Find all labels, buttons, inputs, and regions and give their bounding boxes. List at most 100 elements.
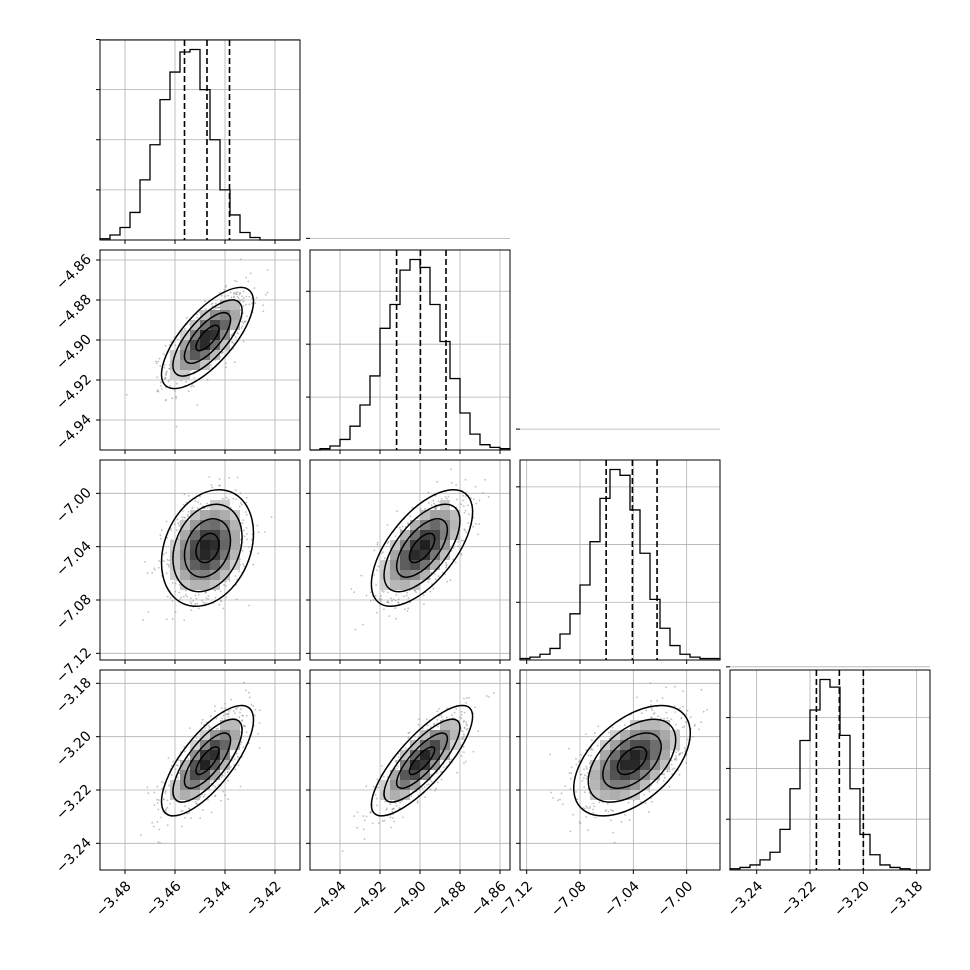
- scatter-point: [238, 570, 241, 573]
- scatter-point: [239, 785, 242, 788]
- scatter-point: [242, 340, 245, 343]
- scatter-point: [208, 506, 211, 508]
- scatter-point: [387, 601, 389, 604]
- scatter-point: [187, 510, 190, 513]
- scatter-point: [668, 785, 671, 788]
- scatter-point: [680, 717, 682, 720]
- density-cell: [220, 320, 230, 330]
- scatter-point: [220, 294, 223, 297]
- panel-content: [100, 670, 300, 870]
- scatter-point: [159, 841, 161, 844]
- scatter-point: [225, 284, 228, 287]
- scatter-point: [264, 531, 266, 533]
- scatter-point: [405, 594, 408, 597]
- scatter-point: [463, 762, 465, 765]
- scatter-point: [372, 599, 375, 601]
- density-cell: [450, 510, 460, 520]
- scatter-point: [245, 689, 247, 692]
- density-cell: [390, 790, 400, 800]
- scatter-point: [254, 708, 257, 711]
- scatter-point: [689, 716, 692, 719]
- scatter-point: [224, 366, 227, 369]
- scatter-point: [241, 320, 244, 323]
- scatter-point: [266, 291, 269, 294]
- density-cell: [640, 780, 650, 790]
- density-cell: [440, 730, 450, 740]
- scatter-point: [218, 306, 221, 309]
- scatter-point: [450, 468, 452, 471]
- scatter-point: [395, 593, 398, 596]
- scatter-point: [395, 804, 398, 807]
- scatter-point: [235, 752, 238, 755]
- scatter-point: [228, 476, 231, 479]
- scatter-panel-3-1: [306, 669, 511, 874]
- scatter-point: [180, 810, 183, 813]
- scatter-point: [245, 295, 248, 298]
- scatter-point: [218, 603, 221, 606]
- scatter-point: [211, 486, 214, 489]
- scatter-point: [678, 773, 681, 776]
- scatter-point: [677, 749, 680, 752]
- scatter-point: [210, 715, 212, 718]
- scatter-point: [185, 589, 188, 592]
- scatter-point: [392, 817, 394, 819]
- scatter-point: [215, 717, 218, 720]
- scatter-point: [684, 747, 686, 749]
- scatter-point: [224, 794, 226, 797]
- scatter-point: [467, 513, 470, 516]
- scatter-point: [195, 597, 198, 600]
- density-cell: [180, 530, 190, 540]
- scatter-point: [171, 397, 174, 400]
- density-cell: [650, 770, 660, 780]
- scatter-point: [169, 802, 171, 805]
- scatter-point: [233, 758, 236, 760]
- scatter-point: [702, 710, 705, 713]
- density-cell: [430, 740, 440, 750]
- scatter-point: [373, 549, 376, 552]
- scatter-point: [176, 518, 179, 521]
- density-cell: [660, 760, 670, 770]
- scatter-panel-1-0: [96, 249, 301, 454]
- scatter-point: [461, 738, 463, 740]
- x-tick-label: −4.90: [388, 878, 430, 920]
- scatter-point: [383, 819, 386, 822]
- density-cell: [640, 760, 650, 770]
- density-cell: [200, 770, 210, 780]
- y-tick-label: −4.88: [53, 292, 95, 334]
- scatter-point: [238, 293, 241, 296]
- scatter-point: [698, 728, 700, 731]
- scatter-point: [583, 768, 585, 771]
- y-tick-label: −3.24: [53, 835, 95, 877]
- scatter-point: [244, 320, 247, 323]
- scatter-point: [230, 296, 233, 299]
- scatter-point: [205, 597, 208, 600]
- scatter-point: [174, 344, 177, 347]
- scatter-point: [243, 535, 246, 538]
- scatter-point: [440, 714, 443, 716]
- density-cell: [190, 350, 200, 360]
- scatter-point: [228, 709, 230, 712]
- scatter-point: [434, 789, 436, 792]
- scatter-point: [147, 611, 150, 613]
- density-cell: [610, 740, 620, 750]
- scatter-point: [241, 522, 244, 525]
- scatter-point: [640, 801, 643, 803]
- scatter-point: [411, 506, 414, 509]
- panel-frame: [99, 39, 301, 241]
- scatter-point: [237, 764, 240, 767]
- scatter-point: [409, 515, 412, 518]
- scatter-point: [214, 794, 217, 797]
- scatter-point: [430, 780, 433, 783]
- density-cell: [230, 730, 240, 740]
- scatter-point: [188, 812, 191, 814]
- scatter-point: [153, 567, 156, 570]
- scatter-point: [232, 497, 235, 500]
- panel-frame: [519, 669, 721, 871]
- scatter-point: [383, 776, 385, 778]
- scatter-point: [462, 539, 465, 542]
- scatter-point: [165, 572, 168, 575]
- scatter-point: [456, 498, 458, 501]
- scatter-point: [700, 688, 703, 691]
- scatter-point: [166, 559, 169, 561]
